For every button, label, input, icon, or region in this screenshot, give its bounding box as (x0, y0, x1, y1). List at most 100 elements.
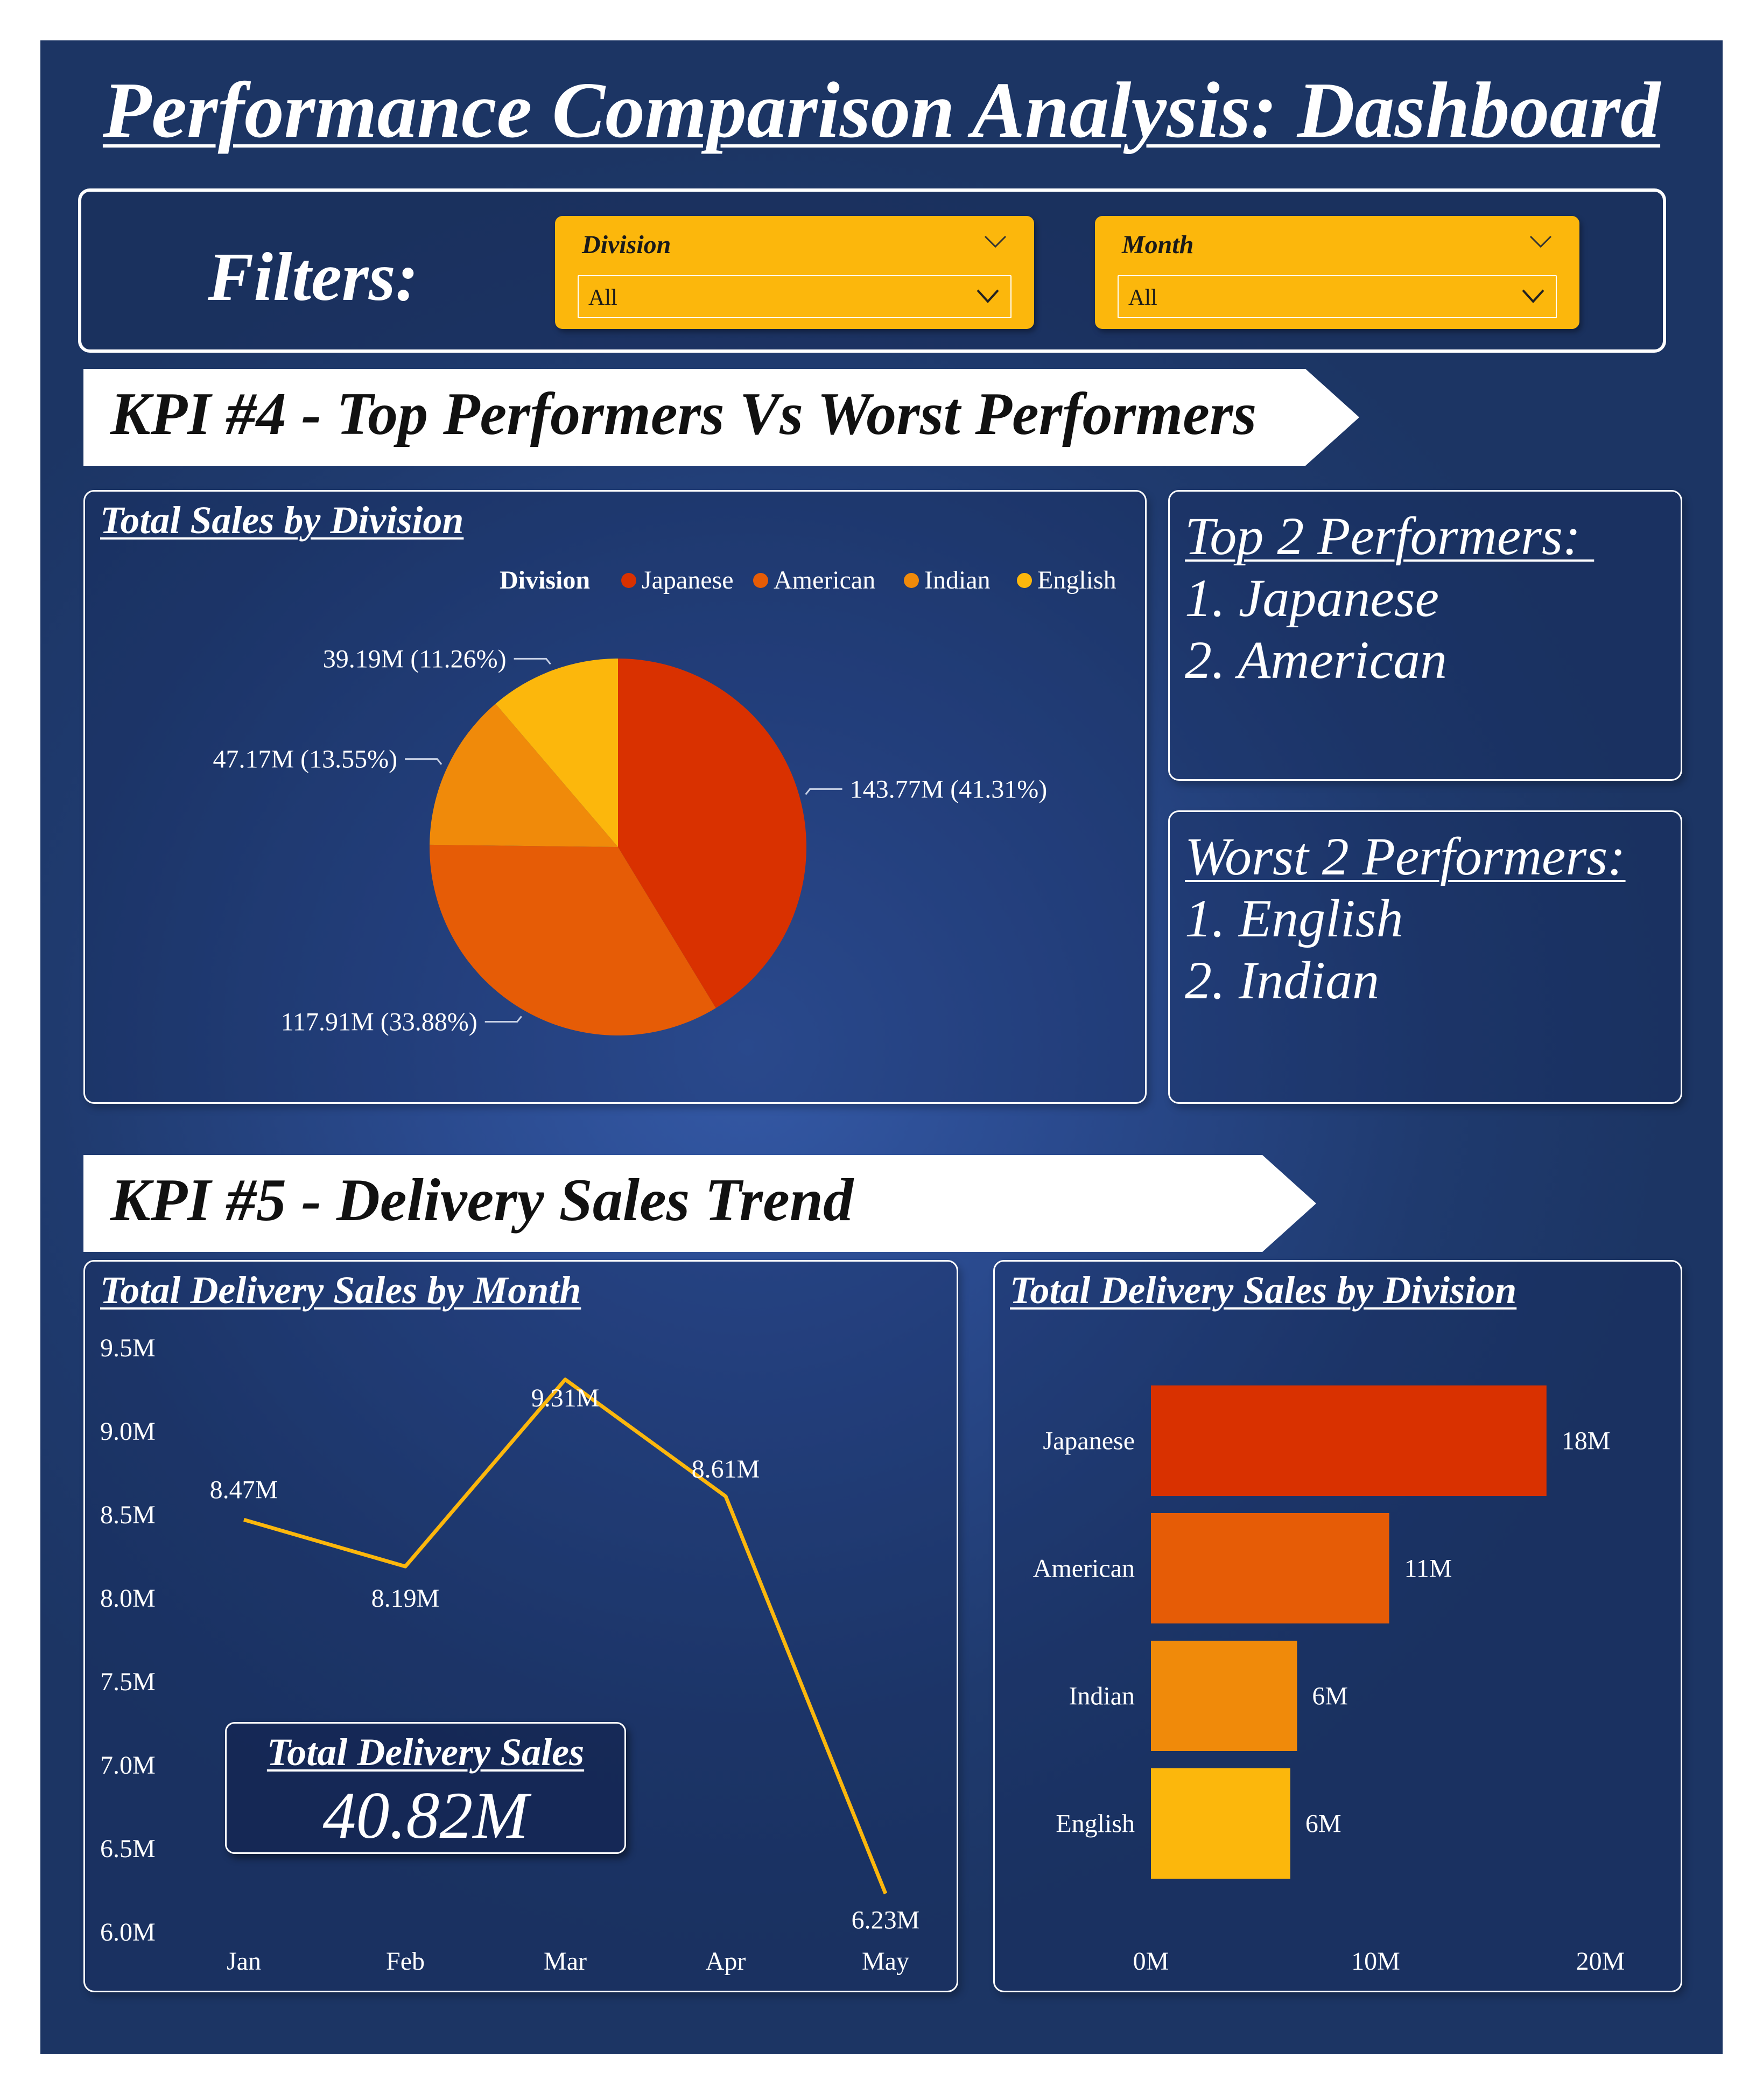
banner-arrow-shape (83, 369, 1359, 466)
banner-arrow-shape (83, 1155, 1316, 1252)
total-delivery-card: Total Delivery Sales 40.82M (225, 1722, 626, 1854)
top-performers-card: Top 2 Performers: 1. Japanese 2. America… (1168, 490, 1682, 781)
kpi4-banner: KPI #4 - Top Performers Vs Worst Perform… (83, 369, 1359, 466)
bar-category-label: Indian (1069, 1682, 1135, 1711)
delivery-by-month-title: Total Delivery Sales by Month (100, 1269, 581, 1312)
pie-data-label: 47.17M (13.55%) (213, 745, 397, 774)
y-axis: 6.0M 6.5M 7.0M 7.5M 8.0M 8.5M 9.0M 9.5M (100, 1334, 156, 1947)
y-tick-label: 6.0M (100, 1918, 156, 1947)
bar-chart: Japanese American Indian English 18M 11M 6M 6M… (1033, 1385, 1625, 1976)
bar-data-label: 6M (1312, 1682, 1348, 1711)
bar-data-label: 18M (1562, 1427, 1611, 1455)
division-slicer[interactable]: Division All (555, 216, 1034, 329)
pie-slice[interactable] (430, 704, 618, 847)
bar-category-label: Japanese (1043, 1427, 1135, 1455)
dashboard-canvas: Performance Comparison Analysis: Dashboa… (40, 40, 1723, 2054)
x-tick-label: May (862, 1947, 909, 1976)
chevron-down-icon[interactable] (1521, 288, 1545, 304)
x-axis: Jan Feb Mar Apr May (227, 1947, 909, 1976)
pie-leader-line (405, 758, 442, 765)
pie-slice[interactable] (430, 844, 716, 1035)
pie-chart: Division Japanese American Indian English 1… (213, 566, 1116, 1036)
legend-marker (621, 573, 636, 588)
pie-leader-line (514, 657, 551, 665)
data-labels: 8.47M 8.19M 9.31M 8.61M 6.23M (210, 1384, 920, 1935)
worst-performer-1: 1. English (1185, 888, 1403, 948)
bars (1151, 1385, 1547, 1879)
bar-category-label: English (1056, 1810, 1135, 1838)
pie-leader-line (484, 1016, 522, 1023)
month-dropdown-value: All (1128, 285, 1157, 310)
bar[interactable] (1151, 1641, 1297, 1751)
pie-slices (430, 659, 806, 1035)
y-axis-categories: Japanese American Indian English (1033, 1427, 1135, 1838)
delivery-by-division-card: Total Delivery Sales by Division Japanes… (993, 1260, 1682, 1992)
x-tick-label: Jan (227, 1947, 261, 1976)
x-tick-label: Feb (386, 1947, 425, 1976)
bar-data-label: 6M (1305, 1810, 1341, 1838)
sales-by-division-card: Total Sales by Division Division Japanes… (83, 490, 1147, 1104)
bar[interactable] (1151, 1768, 1290, 1879)
x-tick-label: 10M (1351, 1947, 1400, 1976)
top-performer-1: 1. Japanese (1185, 568, 1439, 628)
y-tick-label: 8.5M (100, 1501, 156, 1529)
y-tick-label: 7.5M (100, 1668, 156, 1696)
legend-item[interactable]: American (774, 566, 875, 594)
sales-by-division-title: Total Sales by Division (100, 499, 464, 542)
top-performers-heading: Top 2 Performers: (1185, 506, 1595, 566)
pie-slice[interactable] (618, 659, 806, 1009)
bar-data-label: 11M (1404, 1555, 1452, 1583)
division-dropdown-value: All (588, 285, 617, 310)
pie-slice[interactable] (495, 659, 618, 847)
top-performer-2: 2. American (1185, 630, 1447, 690)
line-data-label: 9.31M (531, 1384, 600, 1412)
month-dropdown[interactable]: All (1118, 275, 1557, 318)
legend-item[interactable]: Indian (924, 566, 991, 594)
y-tick-label: 7.0M (100, 1751, 156, 1780)
x-axis: 0M 10M 20M (1133, 1947, 1625, 1976)
pie-leader-line (805, 788, 842, 795)
worst-performers-card: Worst 2 Performers: 1. English 2. Indian (1168, 810, 1682, 1104)
pie-legend: Japanese American Indian English (621, 566, 1116, 594)
delivery-by-month-card: Total Delivery Sales by Month 6.0M 6.5M 7.… (83, 1260, 958, 1992)
division-slicer-title: Division (582, 230, 671, 259)
chevron-down-icon[interactable] (976, 288, 1000, 304)
month-slicer[interactable]: Month All (1095, 216, 1579, 329)
y-tick-label: 8.0M (100, 1584, 156, 1613)
y-tick-label: 9.5M (100, 1334, 156, 1362)
division-dropdown[interactable]: All (578, 275, 1012, 318)
kpi5-banner: KPI #5 - Delivery Sales Trend (83, 1155, 1316, 1252)
legend-title: Division (500, 566, 590, 594)
data-labels: 18M 11M 6M 6M (1305, 1427, 1611, 1838)
legend-item[interactable]: Japanese (642, 566, 734, 594)
total-delivery-value: 40.82M (322, 1779, 529, 1852)
chevron-down-icon[interactable] (1529, 235, 1553, 249)
legend-marker (1017, 573, 1032, 588)
pie-data-label: 117.91M (33.88%) (281, 1007, 477, 1036)
pie-data-label: 143.77M (41.31%) (850, 775, 1048, 803)
filter-panel: Filters: Division All Month All (78, 188, 1666, 353)
y-tick-label: 9.0M (100, 1417, 156, 1446)
filters-label: Filters: (208, 239, 419, 315)
worst-performers-heading: Worst 2 Performers: (1185, 827, 1626, 886)
bar-category-label: American (1033, 1555, 1135, 1583)
delivery-by-division-title: Total Delivery Sales by Division (1010, 1269, 1517, 1312)
x-tick-label: 0M (1133, 1947, 1169, 1976)
legend-marker (753, 573, 768, 588)
x-tick-label: Apr (706, 1947, 746, 1976)
line-data-label: 6.23M (852, 1906, 920, 1935)
legend-item[interactable]: English (1037, 566, 1116, 594)
bar[interactable] (1151, 1385, 1547, 1496)
total-delivery-title: Total Delivery Sales (266, 1731, 585, 1774)
legend-marker (904, 573, 919, 588)
y-tick-label: 6.5M (100, 1835, 156, 1863)
x-tick-label: 20M (1576, 1947, 1625, 1976)
line-data-label: 8.47M (210, 1475, 278, 1504)
dashboard-title: Performance Comparison Analysis: Dashboa… (102, 66, 1661, 155)
month-slicer-title: Month (1122, 230, 1194, 259)
bar[interactable] (1151, 1513, 1389, 1623)
kpi5-title: KPI #5 - Delivery Sales Trend (110, 1167, 854, 1234)
chevron-down-icon[interactable] (984, 235, 1007, 249)
worst-performer-2: 2. Indian (1185, 950, 1380, 1010)
pie-labels: 143.77M (41.31%) 117.91M (33.88%) 47.17M (… (213, 645, 1047, 1036)
